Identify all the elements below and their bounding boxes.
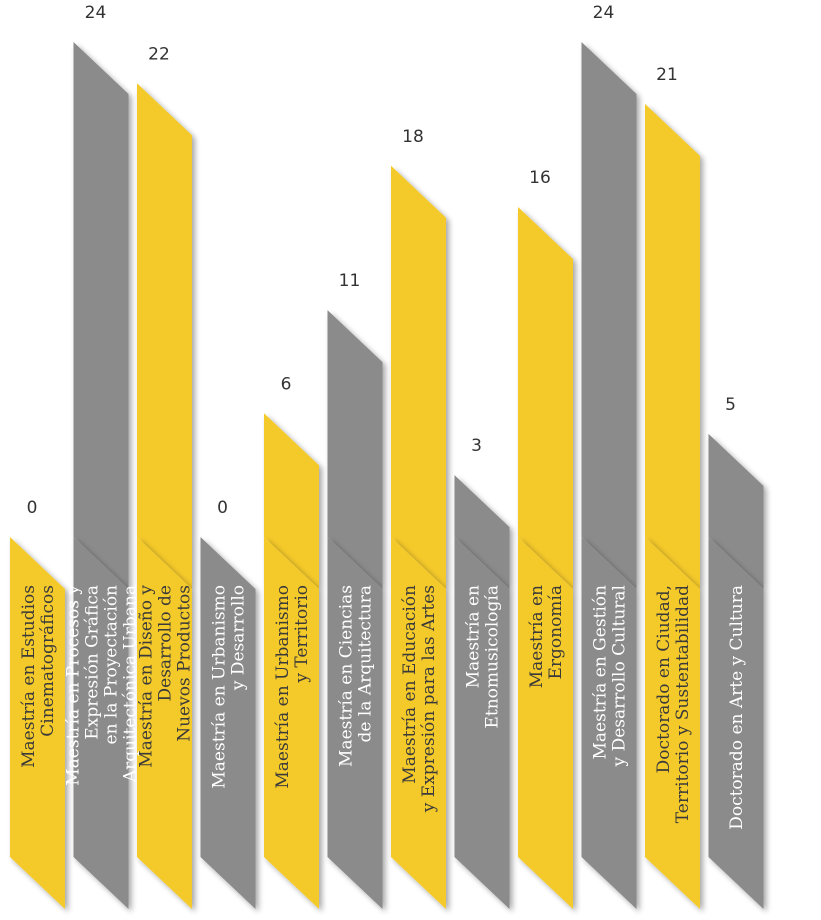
category-label: Maestría en Etnomusicología bbox=[464, 585, 503, 729]
category-label: Maestría en Urbanismo y Territorio bbox=[273, 585, 312, 789]
bar bbox=[518, 207, 573, 589]
bar bbox=[264, 413, 319, 589]
value-label: 22 bbox=[148, 44, 170, 64]
bar bbox=[708, 433, 764, 589]
category-label-line: Ergonomía bbox=[546, 585, 566, 680]
category-label-line: Nuevos Productos bbox=[175, 585, 195, 742]
category-label-line: Maestría en Ciencias bbox=[337, 585, 357, 767]
category-panel bbox=[708, 537, 764, 909]
category-label: Maestría en Urbanismo y Desarrollo bbox=[210, 585, 249, 789]
category-label-line: Maestría en Estudios bbox=[19, 585, 39, 768]
category-label-line: Maestría en Urbanismo bbox=[273, 585, 293, 789]
category-panel bbox=[391, 537, 446, 909]
category-label: Maestría en Procesos y Expresión Gráfica e… bbox=[64, 585, 141, 786]
category-label-line: y Expresión para las Artes bbox=[419, 585, 439, 813]
bar bbox=[454, 475, 510, 589]
category-label: Maestría en Gestión y Desarrollo Cultural bbox=[591, 585, 630, 767]
bar-group bbox=[454, 475, 510, 909]
bar-group bbox=[645, 103, 700, 909]
category-label-line: en la Proyectación bbox=[102, 585, 122, 745]
value-label: 24 bbox=[85, 3, 107, 23]
category-panel bbox=[518, 537, 573, 909]
category-panel bbox=[200, 537, 256, 909]
category-label-line: Doctorado en Arte y Cultura bbox=[727, 585, 747, 830]
value-label: 0 bbox=[217, 498, 228, 518]
value-label: 5 bbox=[725, 395, 736, 415]
bar-group bbox=[137, 83, 192, 909]
bars-layer bbox=[10, 42, 764, 909]
category-label: Maestría en Ciencias de la Arquitectura bbox=[337, 585, 376, 767]
value-label: 18 bbox=[402, 127, 424, 147]
category-panel bbox=[137, 537, 192, 909]
value-label: 3 bbox=[471, 436, 482, 456]
bar bbox=[391, 165, 446, 589]
category-label-line: Etnomusicología bbox=[483, 585, 503, 729]
category-label-line: Doctorado en Ciudad, bbox=[654, 585, 674, 773]
category-label-line: Maestría en Diseño y bbox=[137, 585, 157, 768]
category-label-line: Maestría en bbox=[527, 585, 547, 688]
value-label: 6 bbox=[281, 374, 292, 394]
value-label: 11 bbox=[339, 271, 361, 291]
value-label: 21 bbox=[656, 65, 678, 85]
category-label: Maestría en Estudios Cinematográficos bbox=[19, 585, 58, 768]
bar-group bbox=[518, 207, 573, 909]
category-panel bbox=[454, 537, 510, 909]
bar bbox=[327, 310, 383, 589]
bar-group bbox=[73, 42, 129, 909]
bar-group bbox=[327, 310, 383, 909]
category-label-line: Maestría en Procesos y bbox=[64, 585, 84, 786]
category-label-line: Maestría en bbox=[464, 585, 484, 688]
category-label-line: y Territorio bbox=[292, 585, 312, 684]
category-label: Maestría en Educación y Expresión para la… bbox=[400, 585, 439, 813]
category-label-line: Territorio y Sustentabilidad bbox=[673, 585, 693, 823]
category-panel bbox=[73, 537, 129, 909]
category-label: Doctorado en Ciudad, Territorio y Sustent… bbox=[654, 585, 693, 823]
bar-group bbox=[264, 413, 319, 909]
labels-layer: 0 Maestría en Estudios Cinematográficos 24 M… bbox=[19, 3, 747, 830]
category-panel bbox=[645, 537, 700, 909]
bar bbox=[581, 42, 637, 589]
value-label: 16 bbox=[529, 168, 551, 188]
category-label-line: Arquitectónica Urbana bbox=[121, 585, 141, 783]
category-label-line: Maestría en Gestión bbox=[591, 585, 611, 760]
bar-group bbox=[200, 537, 256, 909]
category-label-line: de la Arquitectura bbox=[356, 585, 376, 742]
category-panel bbox=[10, 537, 65, 909]
bar-group bbox=[708, 433, 764, 909]
value-label: 24 bbox=[593, 3, 615, 23]
category-label-line: Maestría en Urbanismo bbox=[210, 585, 230, 789]
category-panel bbox=[264, 537, 319, 909]
value-label: 0 bbox=[27, 498, 38, 518]
category-label: Doctorado en Arte y Cultura bbox=[727, 585, 747, 830]
category-label-line: y Desarrollo bbox=[229, 585, 249, 691]
category-label-line: Cinematográficos bbox=[38, 585, 58, 737]
category-label: Maestría en Diseño y Desarrollo de Nuevos … bbox=[137, 585, 195, 768]
category-label-line: Expresión Gráfica bbox=[83, 585, 103, 740]
bar-group bbox=[581, 42, 637, 909]
category-label-line: Desarrollo de bbox=[156, 585, 176, 702]
bar bbox=[73, 42, 129, 589]
bar-group bbox=[10, 537, 65, 909]
bar bbox=[645, 103, 700, 589]
category-panel bbox=[327, 537, 383, 909]
category-panel bbox=[581, 537, 637, 909]
category-label-line: y Desarrollo Cultural bbox=[610, 585, 630, 767]
category-label: Maestría en Ergonomía bbox=[527, 585, 566, 688]
bar-group bbox=[391, 165, 446, 909]
category-label-line: Maestría en Educación bbox=[400, 585, 420, 784]
bar bbox=[137, 83, 192, 589]
